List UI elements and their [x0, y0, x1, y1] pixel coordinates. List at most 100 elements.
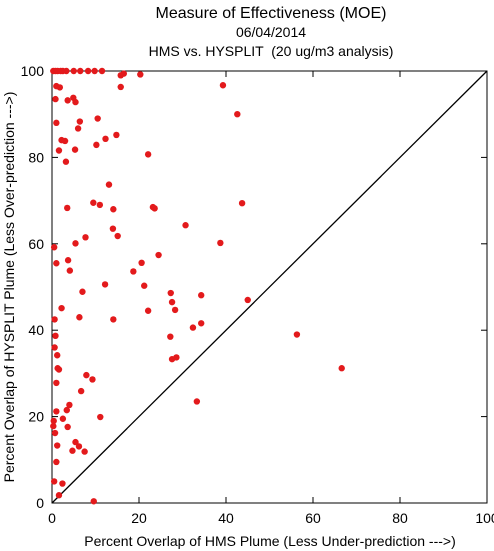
- data-point: [59, 480, 66, 487]
- data-point: [168, 298, 176, 306]
- plot-frame: [51, 70, 488, 504]
- y-tick-label: 100: [21, 63, 45, 79]
- data-point: [62, 158, 70, 165]
- data-point: [151, 205, 158, 212]
- data-point: [51, 429, 59, 437]
- plot-area: 0 20 40 60 80 100 0 20 40 60 80 100: [21, 63, 494, 526]
- data-point: [238, 199, 246, 207]
- data-point: [182, 222, 189, 229]
- data-point: [117, 83, 124, 91]
- data-point: [76, 118, 84, 125]
- data-point: [74, 125, 82, 132]
- data-point: [53, 458, 60, 466]
- x-axis-label: Percent Overlap of HMS Plume (Less Under…: [84, 533, 456, 549]
- data-point: [59, 415, 67, 422]
- data-point: [64, 97, 71, 104]
- y-tick-label: 40: [28, 322, 44, 338]
- data-point: [66, 267, 74, 274]
- data-point: [120, 70, 127, 77]
- data-point: [69, 447, 76, 454]
- data-point: [53, 408, 60, 415]
- x-tick-label: 100: [475, 510, 494, 526]
- data-point: [144, 307, 152, 314]
- data-point: [50, 417, 57, 425]
- data-point: [105, 181, 113, 188]
- chart-date: 06/04/2014: [236, 24, 306, 40]
- data-point: [109, 225, 117, 232]
- y-tick-label: 0: [36, 495, 44, 511]
- data-point: [52, 95, 59, 103]
- data-point: [63, 67, 70, 75]
- data-point: [53, 260, 60, 267]
- data-point: [55, 147, 63, 154]
- data-point: [50, 244, 58, 251]
- data-point: [167, 289, 174, 297]
- reference-line-one-to-one: [51, 70, 488, 504]
- chart-subtitle: HMS vs. HYSPLIT (20 ug/m3 analysis): [149, 43, 394, 59]
- data-point: [75, 443, 83, 450]
- data-point: [54, 352, 61, 359]
- data-point: [198, 292, 205, 299]
- data-point: [193, 398, 201, 405]
- data-point: [77, 387, 85, 395]
- data-point: [168, 355, 176, 363]
- data-point: [94, 115, 101, 122]
- data-point: [90, 498, 97, 505]
- data-point: [234, 111, 241, 118]
- y-axis-label: Percent Overlap of HYSPLIT Plume (Less O…: [1, 92, 17, 483]
- data-point: [144, 151, 152, 158]
- chart-title: Measure of Effectiveness (MOE): [156, 5, 387, 22]
- y-tick-label: 60: [28, 236, 44, 252]
- data-point: [130, 268, 137, 275]
- data-point: [72, 438, 79, 446]
- y-tick-label: 80: [28, 149, 44, 165]
- data-point: [55, 366, 63, 373]
- data-point: [83, 371, 90, 379]
- data-point: [110, 206, 117, 213]
- data-point: [93, 141, 100, 149]
- data-point: [51, 344, 58, 351]
- data-point: [52, 332, 59, 340]
- data-point: [50, 478, 58, 485]
- data-point: [114, 232, 121, 240]
- data-point: [84, 67, 92, 75]
- x-tick-label: 60: [305, 510, 321, 526]
- data-point: [101, 281, 109, 288]
- data-point: [61, 137, 69, 145]
- data-point: [76, 314, 83, 321]
- x-tick-label: 20: [131, 510, 147, 526]
- data-point: [89, 376, 96, 383]
- data-point: [56, 84, 64, 91]
- x-tick-label: 40: [218, 510, 234, 526]
- x-tick-label: 80: [392, 510, 408, 526]
- data-point: [98, 67, 106, 75]
- data-point: [64, 423, 71, 431]
- data-point: [198, 320, 205, 327]
- data-point: [137, 71, 144, 78]
- data-point: [293, 331, 301, 338]
- data-point: [64, 204, 71, 212]
- data-point: [96, 201, 104, 209]
- y-tick-label: 20: [28, 409, 44, 425]
- data-point: [217, 239, 224, 247]
- data-point: [64, 257, 72, 264]
- data-point: [72, 98, 79, 106]
- data-point: [71, 146, 79, 153]
- data-point: [102, 135, 109, 143]
- data-point: [171, 306, 179, 314]
- data-point: [138, 259, 145, 267]
- data-point: [55, 492, 63, 499]
- data-point: [219, 82, 227, 89]
- data-point: [70, 67, 77, 75]
- data-point: [97, 413, 104, 421]
- data-point: [53, 119, 60, 127]
- data-point: [53, 379, 60, 387]
- data-point: [81, 448, 88, 455]
- data-point: [113, 131, 120, 139]
- data-point: [91, 67, 98, 75]
- data-point: [338, 365, 345, 372]
- data-point: [82, 234, 89, 241]
- data-point: [54, 442, 61, 449]
- data-point: [189, 324, 197, 331]
